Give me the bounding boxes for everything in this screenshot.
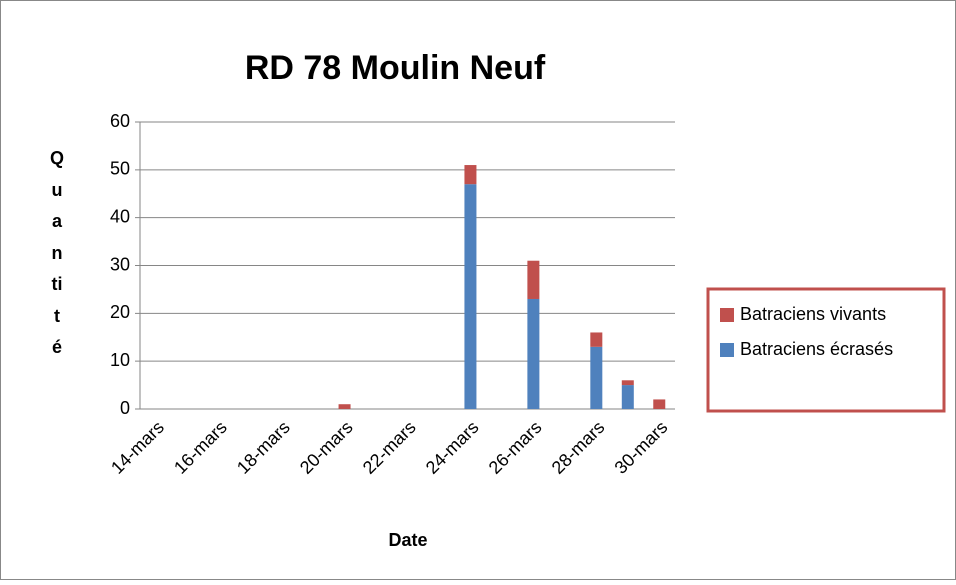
y-tick-label: 30 bbox=[110, 254, 130, 274]
bar-segment bbox=[590, 332, 603, 347]
bar-segment bbox=[621, 380, 634, 386]
y-tick-label: 50 bbox=[110, 159, 130, 179]
legend-box bbox=[706, 287, 946, 413]
bar-segment bbox=[464, 165, 477, 185]
legend-label: Batraciens écrasés bbox=[740, 339, 893, 359]
legend-swatch bbox=[720, 308, 734, 322]
bar-segment bbox=[653, 399, 666, 409]
bar-segment bbox=[527, 298, 540, 409]
legend-swatch bbox=[720, 343, 734, 357]
bar-segment bbox=[621, 385, 634, 409]
bar-segment bbox=[590, 346, 603, 409]
bar-segment bbox=[464, 184, 477, 409]
legend-label: Batraciens vivants bbox=[740, 304, 886, 324]
y-tick-label: 20 bbox=[110, 302, 130, 322]
bar-segment bbox=[338, 404, 351, 409]
chart-title: RD 78 Moulin Neuf bbox=[245, 49, 546, 87]
y-tick-label: 40 bbox=[110, 206, 130, 226]
y-tick-label: 60 bbox=[110, 111, 130, 131]
y-tick-label: 10 bbox=[110, 350, 130, 370]
bar-segment bbox=[527, 260, 540, 299]
y-tick-label: 0 bbox=[120, 398, 130, 418]
x-axis-title: Date bbox=[388, 530, 427, 550]
y-axis-title: Quantité bbox=[50, 148, 65, 357]
